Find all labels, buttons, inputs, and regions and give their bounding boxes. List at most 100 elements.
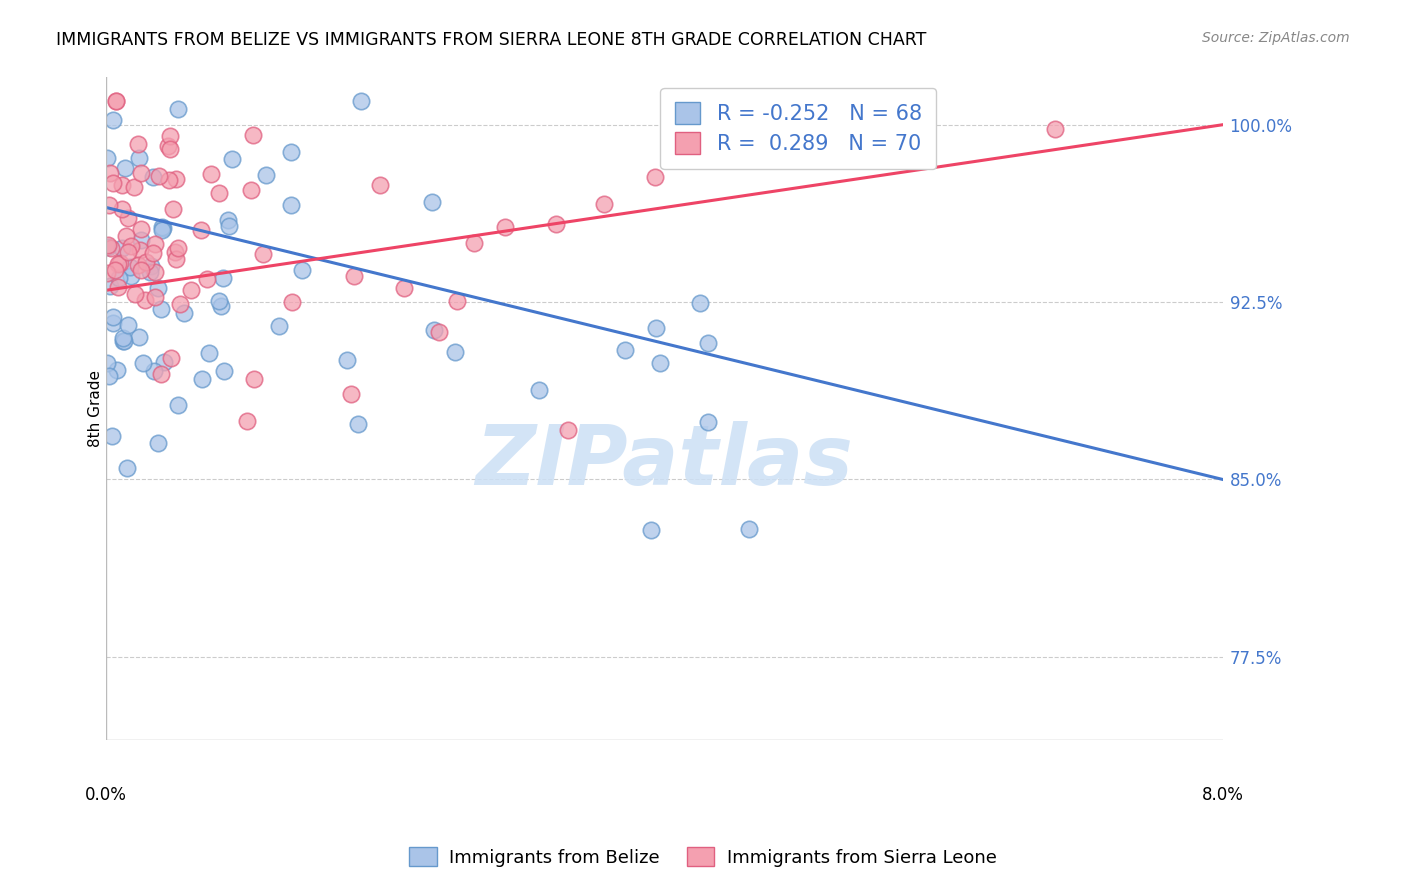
Point — [97, 240, 120, 254]
Point — [423, 322, 446, 336]
Point — [142, 246, 165, 260]
Point — [146, 436, 169, 450]
Point — [143, 236, 166, 251]
Point — [149, 301, 172, 316]
Point — [200, 167, 222, 181]
Point — [148, 169, 170, 183]
Point — [127, 258, 149, 272]
Point — [98, 279, 121, 293]
Point — [132, 356, 155, 370]
Point — [120, 260, 142, 274]
Point — [101, 429, 124, 443]
Point — [96, 151, 118, 165]
Point — [104, 94, 127, 108]
Point — [159, 142, 181, 156]
Point — [163, 245, 186, 260]
Point — [131, 233, 153, 247]
Text: 0.0%: 0.0% — [86, 786, 127, 804]
Point — [644, 170, 666, 185]
Point — [614, 343, 637, 357]
Point — [146, 281, 169, 295]
Point — [114, 229, 136, 244]
Point — [105, 94, 128, 108]
Point — [97, 238, 120, 252]
Point — [111, 334, 134, 349]
Point — [107, 257, 129, 271]
Point — [254, 168, 277, 182]
Point — [159, 351, 181, 366]
Point — [166, 241, 188, 255]
Point — [128, 244, 150, 258]
Point — [111, 178, 134, 192]
Point — [111, 202, 134, 217]
Point — [128, 330, 150, 344]
Point — [129, 166, 152, 180]
Point — [101, 112, 124, 127]
Point — [152, 221, 174, 235]
Point — [494, 219, 516, 234]
Point — [650, 356, 672, 370]
Point — [142, 364, 165, 378]
Point — [340, 387, 363, 401]
Legend: R = -0.252   N = 68, R =  0.289   N = 70: R = -0.252 N = 68, R = 0.289 N = 70 — [661, 87, 936, 169]
Point — [343, 268, 366, 283]
Point — [252, 247, 274, 261]
Point — [117, 211, 139, 226]
Point — [143, 264, 166, 278]
Point — [443, 345, 465, 359]
Point — [592, 197, 614, 211]
Point — [446, 293, 468, 308]
Point — [141, 259, 163, 273]
Point — [735, 152, 758, 166]
Point — [101, 176, 124, 190]
Point — [904, 129, 927, 144]
Point — [135, 255, 157, 269]
Point — [197, 345, 219, 359]
Point — [368, 178, 391, 193]
Point — [281, 294, 304, 309]
Point — [166, 398, 188, 412]
Point — [100, 241, 122, 255]
Point — [221, 152, 243, 166]
Point — [98, 166, 121, 180]
Point — [128, 151, 150, 165]
Point — [242, 372, 264, 386]
Point — [209, 299, 232, 313]
Point — [738, 523, 761, 537]
Point — [156, 138, 179, 153]
Point — [112, 334, 135, 348]
Point — [159, 129, 181, 144]
Point — [544, 217, 567, 231]
Point — [165, 172, 187, 186]
Point — [280, 198, 302, 212]
Point — [124, 287, 146, 301]
Point — [129, 222, 152, 236]
Point — [165, 252, 187, 266]
Point — [114, 161, 136, 175]
Point — [111, 331, 134, 345]
Point — [217, 212, 239, 227]
Point — [640, 523, 662, 537]
Point — [120, 269, 142, 284]
Point — [212, 270, 235, 285]
Text: ZIPatlas: ZIPatlas — [475, 421, 853, 502]
Legend: Immigrants from Belize, Immigrants from Sierra Leone: Immigrants from Belize, Immigrants from … — [402, 840, 1004, 874]
Point — [129, 263, 152, 277]
Point — [107, 280, 129, 294]
Point — [96, 266, 118, 280]
Point — [218, 219, 240, 234]
Point — [97, 198, 120, 212]
Point — [1043, 122, 1066, 136]
Point — [236, 414, 259, 428]
Point — [267, 319, 290, 334]
Point — [291, 263, 314, 277]
Point — [122, 180, 145, 194]
Point — [392, 281, 415, 295]
Text: Source: ZipAtlas.com: Source: ZipAtlas.com — [1202, 31, 1350, 45]
Point — [103, 310, 125, 324]
Point — [115, 461, 138, 475]
Point — [191, 372, 214, 386]
Point — [420, 195, 443, 210]
Point — [347, 417, 370, 431]
Point — [169, 297, 191, 311]
